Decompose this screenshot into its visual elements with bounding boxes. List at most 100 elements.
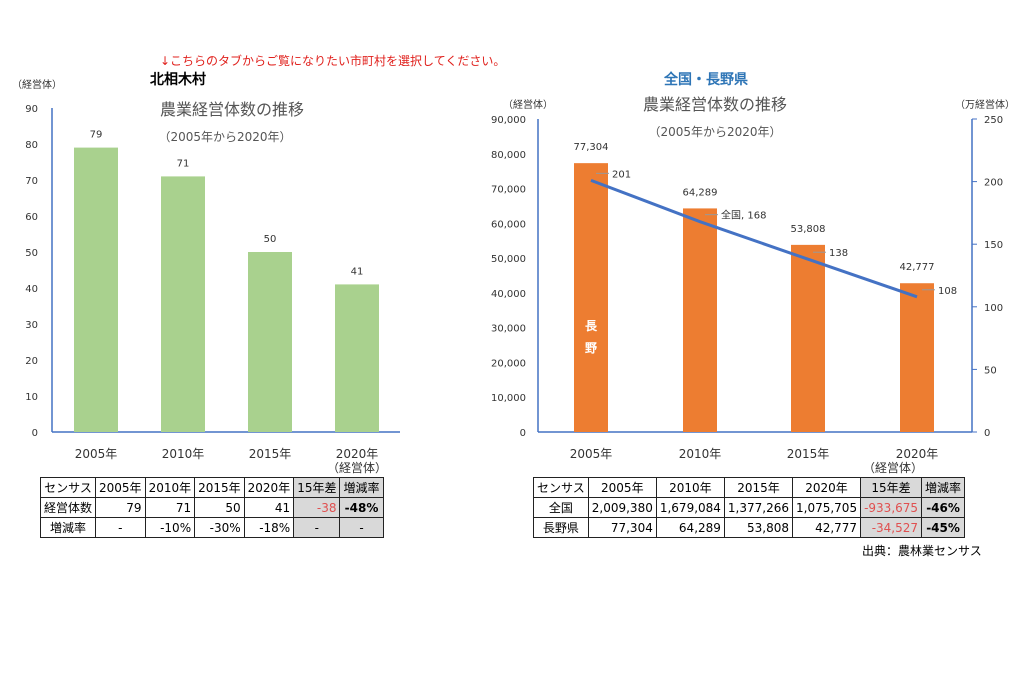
header-cell: 2015年	[194, 477, 245, 498]
y-tick-label: 20,000	[491, 358, 526, 369]
bar	[335, 284, 379, 432]
x-tick-label: 2010年	[162, 447, 205, 461]
y-tick-label: 10,000	[491, 393, 526, 404]
y-tick-label: 20	[25, 356, 38, 367]
table-header: センサス 2005年 2010年 2015年 2020年 15年差 増減率	[39, 477, 384, 498]
bar	[574, 163, 608, 432]
line-data-label: 201	[612, 169, 631, 180]
table-cell: 1,377,266	[723, 497, 794, 518]
y2-tick-label: 250	[984, 115, 1003, 126]
table-cell: -34,527	[860, 517, 923, 538]
table-cell: 増減率	[39, 517, 97, 538]
data-label: 41	[351, 266, 364, 277]
x-tick-label: 2005年	[570, 447, 613, 461]
bar-series-label: 野	[585, 341, 597, 355]
chart-subtitle: （2005年から2020年）	[648, 125, 781, 139]
chart-title: 農業経営体数の推移	[643, 95, 787, 114]
header-cell: 15年差	[860, 477, 923, 498]
data-label: 79	[90, 130, 103, 141]
table-cell: -933,675	[860, 497, 923, 518]
y2-tick-label: 50	[984, 365, 997, 376]
y-tick-label: 50	[25, 248, 38, 259]
x-tick-label: 2015年	[249, 447, 292, 461]
region-title: 全国・長野県	[663, 71, 748, 88]
table-cell: -48%	[339, 497, 384, 518]
table-cell: 全国	[533, 497, 589, 518]
table-cell: -	[293, 517, 341, 538]
data-label: 77,304	[574, 142, 609, 153]
header-cell: 2010年	[655, 477, 725, 498]
y2-tick-label: 150	[984, 240, 1003, 251]
unit-label: （経営体）	[863, 461, 923, 475]
data-label: 71	[177, 158, 190, 169]
header-cell: 2005年	[587, 477, 657, 498]
x-tick-label: 2020年	[336, 447, 379, 461]
table-cell: -30%	[194, 517, 245, 538]
table-cell: 64,289	[655, 517, 725, 538]
y-tick-label: 80,000	[491, 150, 526, 161]
table-cell: -	[95, 517, 146, 538]
bar	[900, 283, 934, 432]
data-label: 42,777	[900, 262, 935, 273]
data-label: 53,808	[791, 224, 826, 235]
chart-subtitle: （2005年から2020年）	[158, 130, 291, 144]
y-tick-label: 70,000	[491, 185, 526, 196]
region-title: 北相木村	[150, 71, 206, 88]
data-label: 64,289	[683, 187, 718, 198]
table-left: センサス 2005年 2010年 2015年 2020年 15年差 増減率 経営体数 79 71 5…	[39, 477, 384, 538]
table-cell: 経営体数	[39, 497, 97, 518]
data-label: 50	[264, 234, 277, 245]
y2-axis-label: （万経営体）	[955, 98, 1015, 111]
y2-tick-label: 100	[984, 303, 1003, 314]
table-cell: 長野県	[533, 517, 589, 538]
table-cell: 41	[243, 497, 295, 518]
line-data-label: 138	[829, 248, 848, 259]
x-tick-label: 2005年	[75, 447, 118, 461]
source-note: 出典：農林業センサス	[862, 544, 982, 558]
header-cell: 2020年	[243, 477, 295, 498]
unit-label: （経営体）	[327, 461, 387, 475]
table-cell: -10%	[144, 517, 196, 538]
table-cell: 1,679,084	[655, 497, 725, 518]
y-tick-label: 80	[25, 140, 38, 151]
header-cell: 増減率	[339, 477, 384, 498]
y-axis-label: （経営体）	[503, 98, 553, 111]
line-series	[590, 178, 918, 299]
x-tick-label: 2010年	[679, 447, 722, 461]
table-cell: 77,304	[587, 517, 657, 538]
y-tick-label: 50,000	[491, 254, 526, 265]
table-cell: 79	[95, 497, 146, 518]
y-tick-label: 30,000	[491, 324, 526, 335]
table-row: 経営体数 79 71 50 41 -38 -48%	[39, 497, 384, 518]
y-tick-label: 0	[32, 428, 38, 439]
bar	[791, 244, 825, 432]
header-cell: 2010年	[144, 477, 196, 498]
y-tick-label: 60,000	[491, 219, 526, 230]
header-cell: センサス	[533, 477, 589, 498]
header-cell: 15年差	[293, 477, 341, 498]
instruction-notice: ↓こちらのタブからご覧になりたい市町村を選択してください。	[160, 54, 506, 68]
bar	[248, 252, 292, 432]
y-tick-label: 70	[25, 176, 38, 187]
table-cell: 42,777	[791, 517, 862, 538]
bar	[683, 208, 717, 432]
y-tick-label: 90,000	[491, 115, 526, 126]
table-cell: -18%	[243, 517, 295, 538]
table-cell: 2,009,380	[587, 497, 657, 518]
table-cell: -46%	[921, 497, 966, 518]
line-data-label: 全国, 168	[721, 209, 766, 222]
table-cell: -45%	[921, 517, 966, 538]
x-tick-label: 2020年	[896, 447, 939, 461]
table-row: 増減率 - -10% -30% -18% - -	[39, 517, 384, 538]
y-tick-label: 10	[25, 392, 38, 403]
table-cell: -38	[293, 497, 341, 518]
header-cell: 2015年	[723, 477, 794, 498]
x-tick-label: 2015年	[787, 447, 830, 461]
header-cell: センサス	[39, 477, 97, 498]
table-cell: 53,808	[723, 517, 794, 538]
table-right: センサス 2005年 2010年 2015年 2020年 15年差 増減率 全国 2,009,3…	[533, 477, 966, 538]
table-cell: 71	[144, 497, 196, 518]
bar	[74, 147, 118, 432]
table-header: センサス 2005年 2010年 2015年 2020年 15年差 増減率	[533, 477, 966, 498]
